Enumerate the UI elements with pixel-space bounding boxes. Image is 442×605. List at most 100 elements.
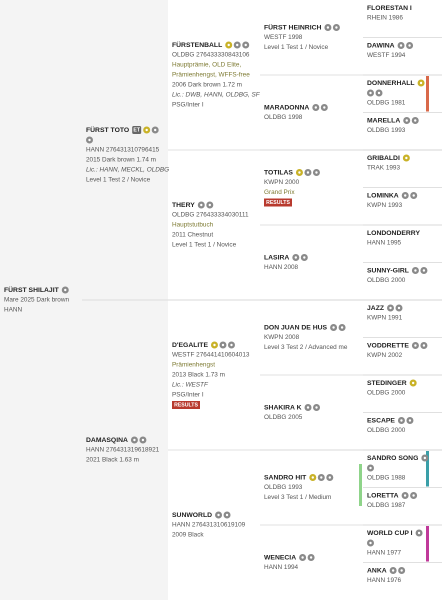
icon-dot bbox=[153, 128, 157, 132]
icon-dot bbox=[414, 344, 417, 347]
icon-dot bbox=[405, 156, 408, 160]
horse-name: JAZZ bbox=[367, 305, 384, 312]
color-bar bbox=[426, 451, 429, 487]
icon-dot bbox=[414, 269, 417, 272]
info-line: HANN 1994 bbox=[264, 564, 299, 571]
results-text: RESULTS bbox=[266, 200, 290, 206]
horse-name: SUNWORLD bbox=[172, 512, 212, 519]
horse-name: DONNERHALL bbox=[367, 80, 415, 87]
info-line: WESTF 276441410604013 bbox=[172, 352, 250, 359]
icon-dot bbox=[369, 541, 372, 545]
icon-dot bbox=[389, 306, 392, 310]
icon-dot bbox=[88, 138, 91, 142]
info-line: HANN 1995 bbox=[367, 240, 402, 247]
icon-dot bbox=[405, 119, 408, 122]
horse-name: ANKA bbox=[367, 567, 387, 574]
icon-dot bbox=[208, 203, 211, 207]
info-line: KWPN 2000 bbox=[264, 179, 300, 186]
horse-name: ESCAPE bbox=[367, 417, 395, 424]
info-line: Level 3 Test 2 / Advanced me bbox=[264, 344, 348, 351]
info-line: KWPN 1993 bbox=[367, 202, 403, 209]
horse-name: D'EGALITE bbox=[172, 342, 208, 349]
icon-dot bbox=[414, 119, 417, 122]
info-line: Hauptprämie, OLD Elite, bbox=[172, 62, 241, 69]
info-line: Hauptstutbuch bbox=[172, 222, 214, 229]
icon-dot bbox=[412, 494, 415, 497]
results-tag bbox=[172, 401, 200, 409]
icon-dot bbox=[391, 569, 395, 572]
icon-dot bbox=[332, 326, 335, 329]
info-line: HANN 276431310796415 bbox=[86, 147, 160, 154]
results-tag bbox=[264, 198, 292, 207]
info-line: OLDBG 2000 bbox=[367, 390, 406, 397]
icon-dot bbox=[335, 26, 338, 29]
info-line: Prämienhengst, WFFS-free bbox=[172, 72, 250, 79]
icon-dot bbox=[369, 91, 372, 95]
icon-dot bbox=[236, 43, 239, 47]
horse-name: SANDRO HIT bbox=[264, 474, 307, 481]
info-line: 2021 Black 1.63 m bbox=[86, 457, 139, 464]
icon-dot bbox=[326, 26, 330, 29]
icon-dot bbox=[303, 256, 306, 259]
horse-name: SUNNY-GIRL bbox=[367, 267, 409, 274]
horse-name: THERY bbox=[172, 202, 195, 209]
icon-dot bbox=[377, 91, 381, 95]
icon-dot bbox=[397, 306, 401, 310]
icon-dot bbox=[422, 269, 426, 272]
icon-dot bbox=[244, 43, 247, 47]
info-line: OLDBG 276433330843106 bbox=[172, 52, 250, 59]
info-line: HANN 1977 bbox=[367, 550, 402, 557]
info-line: OLDBG 2000 bbox=[367, 427, 406, 434]
info-line: 2013 Black 1.73 m bbox=[172, 372, 225, 379]
info-line: Lic.: DWB, HANN, OLDBG, SF bbox=[172, 92, 261, 99]
info-line: Prämienhengst bbox=[172, 362, 215, 369]
horse-name: FLORESTAN I bbox=[367, 5, 412, 12]
info-line: KWPN 1991 bbox=[367, 315, 403, 322]
horse-name: FÜRST HEINRICH bbox=[264, 22, 321, 31]
horse-name: MARADONNA bbox=[264, 104, 309, 111]
icon-dot bbox=[400, 419, 403, 422]
icon-dot bbox=[213, 343, 216, 347]
horse-name: DON JUAN DE HUS bbox=[264, 324, 328, 331]
info-line: OLDBG 1987 bbox=[367, 502, 406, 509]
icon-dot bbox=[301, 556, 304, 559]
horse-name: VODDRETTE bbox=[367, 342, 409, 349]
badge bbox=[132, 126, 142, 134]
horse-name: WORLD CUP I bbox=[367, 530, 413, 537]
icon-dot bbox=[408, 44, 411, 47]
icon-dot bbox=[320, 476, 323, 479]
icon-dot bbox=[340, 326, 344, 329]
icon-dot bbox=[423, 456, 427, 460]
badge-text: ET bbox=[133, 127, 140, 133]
info-line: 2006 Dark brown 1.72 m bbox=[172, 82, 242, 89]
icon-dot bbox=[404, 194, 407, 197]
horse-name: TOTILAS bbox=[264, 169, 293, 176]
icon-dot bbox=[306, 406, 310, 409]
info-line: PSG/Inter I bbox=[172, 102, 204, 109]
info-line: TRAK 1993 bbox=[367, 165, 400, 172]
icon-dot bbox=[399, 44, 403, 47]
icon-dot bbox=[311, 476, 314, 479]
icon-dot bbox=[230, 343, 233, 347]
info-line: OLDBG 2000 bbox=[367, 277, 406, 284]
icon-dot bbox=[227, 43, 230, 47]
icon-dot bbox=[133, 438, 136, 442]
icon-dot bbox=[411, 381, 415, 385]
info-line: WESTF 1998 bbox=[264, 34, 303, 41]
info-line: Lic.: WESTF bbox=[172, 382, 209, 389]
icon-dot bbox=[369, 466, 372, 470]
icon-dot bbox=[306, 171, 310, 174]
horse-name: DAMASQINA bbox=[86, 437, 128, 444]
icon-dot bbox=[419, 81, 423, 85]
info-line: OLDBG 1993 bbox=[367, 127, 406, 134]
info-line: WESTF 1994 bbox=[367, 52, 406, 59]
icon-dot bbox=[412, 194, 415, 197]
info-line: Mare 2025 Dark brown bbox=[4, 297, 69, 304]
icon-dot bbox=[323, 106, 326, 109]
info-line: Grand Prix bbox=[264, 189, 295, 196]
icon-dot bbox=[315, 171, 318, 174]
horse-name: DAWINA bbox=[367, 42, 395, 49]
horse-name: SANDRO SONG bbox=[367, 455, 418, 462]
icon-dot bbox=[225, 513, 229, 517]
